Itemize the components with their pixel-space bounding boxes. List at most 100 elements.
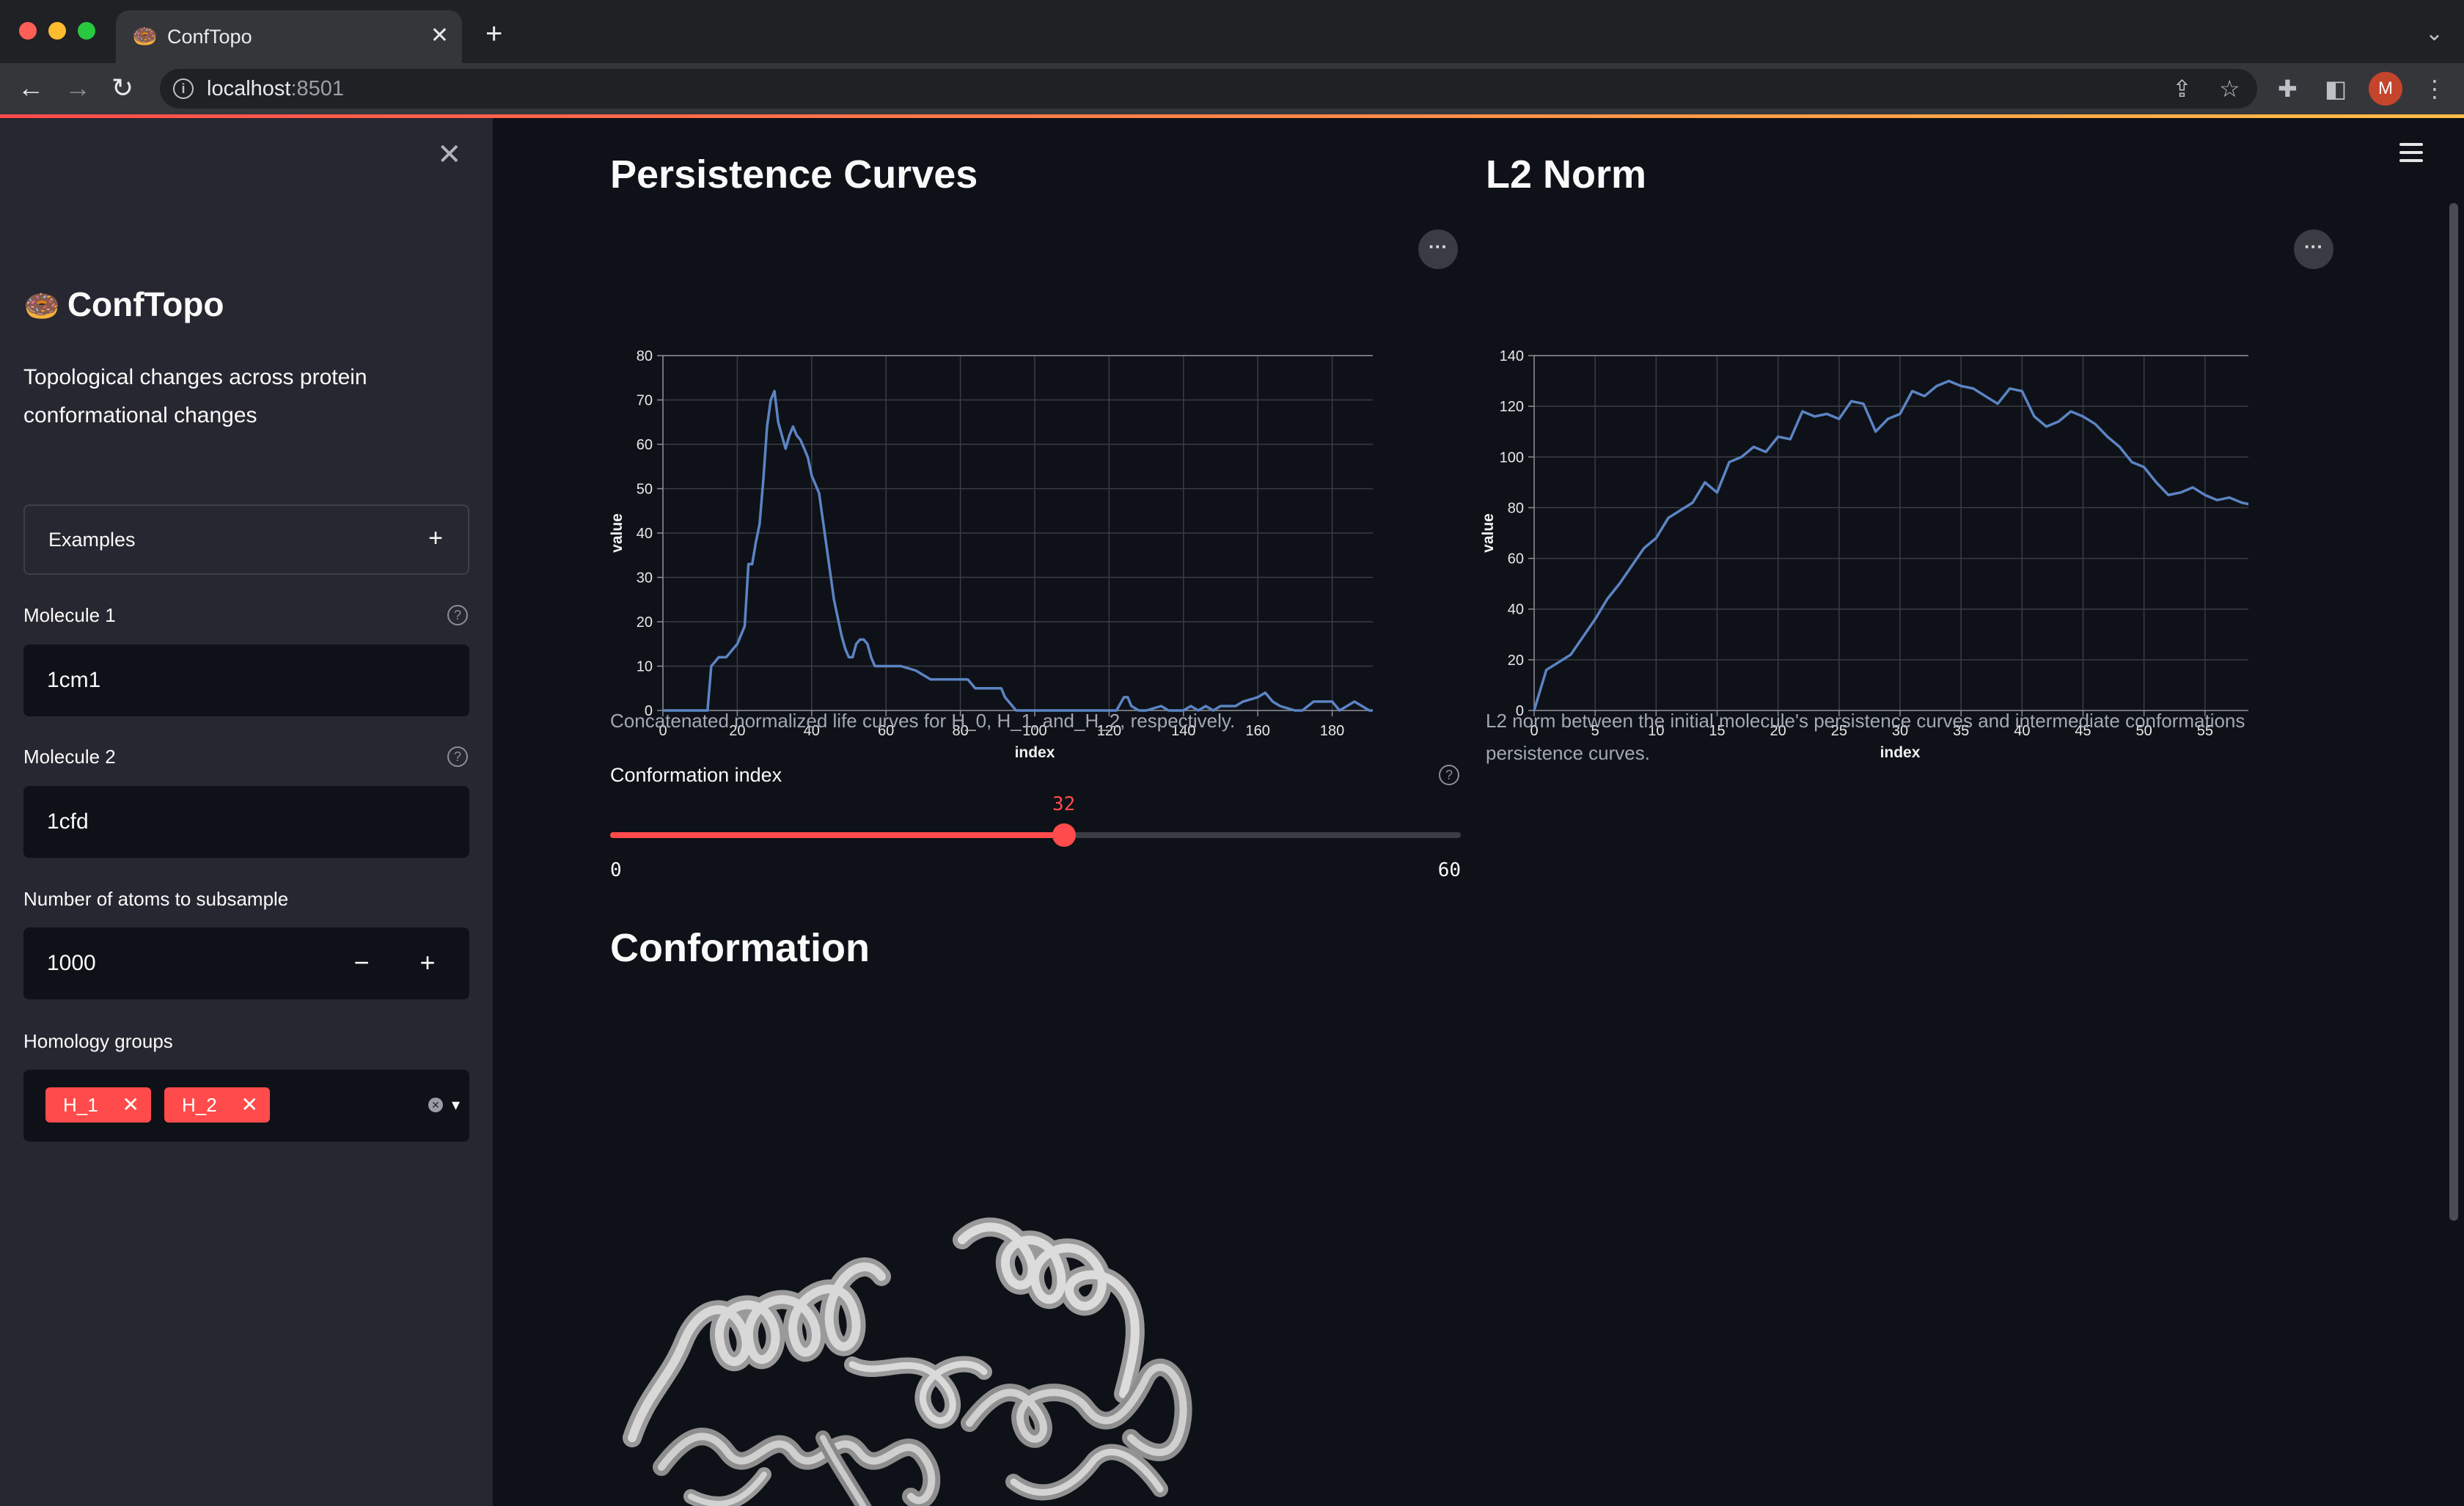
dropdown-caret-icon[interactable]: ▾ [452,1095,461,1114]
persistence-title: Persistence Curves [610,153,978,196]
increment-button[interactable]: + [419,947,436,977]
slider-fill [610,832,1064,838]
persistence-chart[interactable]: 0204060801001201401601802000102030405060… [603,221,1373,763]
molecule2-input[interactable]: 1cfd [23,786,469,858]
slider-max: 60 [1437,859,1461,881]
decrement-button[interactable]: − [353,947,370,977]
remove-tag-icon[interactable]: ✕ [241,1093,258,1116]
remove-tag-icon[interactable]: ✕ [122,1093,139,1116]
x-tick-label: 35 [1953,723,1969,739]
x-axis-title: index [1015,744,1055,761]
series-line [663,389,1373,712]
y-tick-label: 10 [637,659,653,675]
x-tick-label: 20 [1770,723,1786,739]
y-tick-label: 80 [637,348,653,364]
y-tick-label: 20 [1508,653,1524,669]
x-tick-label: 60 [878,723,894,739]
help-icon[interactable]: ? [447,605,468,625]
y-tick-label: 0 [645,703,653,719]
y-tick-label: 0 [1516,703,1524,719]
expand-plus-icon: + [428,524,443,552]
x-tick-label: 25 [1831,723,1847,739]
x-tick-label: 50 [2136,723,2152,739]
atoms-number-input[interactable]: 1000 − + [23,928,469,999]
profile-avatar[interactable]: M [2369,72,2402,106]
protein-3d-viewer[interactable] [617,1159,1219,1506]
browser-tab[interactable]: 🍩 ConfTopo ✕ [116,10,462,63]
tab-title: ConfTopo [167,26,252,48]
x-tick-label: 5 [1591,723,1599,739]
x-tick-label: 40 [804,723,820,739]
side-panel-icon[interactable]: ◧ [2325,76,2347,102]
address-bar[interactable]: i localhost:8501 [160,69,2257,109]
slider-min: 0 [610,859,622,881]
chart-menu-button[interactable]: ··· [2294,229,2333,269]
x-tick-label: 0 [1530,723,1538,739]
homology-tag[interactable]: H_1 ✕ [45,1087,151,1123]
slider-thumb[interactable] [1052,823,1076,847]
y-tick-label: 60 [1508,551,1524,567]
molecule1-label: Molecule 1 [23,604,116,626]
tab-close-icon[interactable]: ✕ [430,23,449,48]
y-tick-label: 100 [1500,449,1524,466]
x-tick-label: 55 [2197,723,2213,739]
new-tab-icon[interactable]: + [485,18,503,50]
y-tick-label: 120 [1500,399,1524,415]
atoms-label: Number of atoms to subsample [23,888,289,910]
y-tick-label: 140 [1500,348,1524,364]
x-axis-title: index [1880,744,1921,761]
examples-label: Examples [48,529,136,551]
help-icon[interactable]: ? [447,746,468,767]
window-close-button[interactable] [19,22,37,40]
y-axis-title: value [609,513,626,553]
persistence-caption: Concatenated normalized life curves for … [610,710,1236,732]
app-status-stripe [0,114,2464,118]
molecule1-input[interactable]: 1cm1 [23,644,469,716]
app-title: 🍩 ConfTopo [23,285,224,323]
conformation-slider[interactable]: 32 [610,793,1461,847]
help-icon[interactable]: ? [1439,765,1459,785]
browser-tab-bar: 🍩 ConfTopo ✕ + ⌄ [0,0,2464,63]
close-sidebar-icon[interactable]: ✕ [437,139,462,171]
x-tick-label: 80 [952,723,968,739]
x-tick-label: 100 [1022,723,1046,739]
x-tick-label: 20 [729,723,745,739]
browser-toolbar: ← → ↻ i localhost:8501 ⇪ ☆ ✚ ◧ M ⋮ [0,63,2464,114]
y-tick-label: 20 [637,614,653,631]
slider-label: Conformation index [610,764,782,786]
homology-label: Homology groups [23,1030,173,1052]
x-tick-label: 40 [2014,723,2030,739]
sidebar: ✕ 🍩 ConfTopo Topological changes across p… [0,118,493,1506]
donut-icon: 🍩 [132,25,158,48]
y-tick-label: 80 [1508,500,1524,516]
reload-icon[interactable]: ↻ [111,73,134,103]
app-description: Topological changes across protein confo… [23,365,367,427]
homology-multiselect[interactable]: H_1 ✕ H_2 ✕ ✕ ▾ [23,1070,469,1142]
bookmark-star-icon[interactable]: ☆ [2219,76,2240,102]
x-tick-label: 160 [1246,723,1270,739]
x-tick-label: 30 [1892,723,1908,739]
site-info-icon[interactable]: i [173,78,194,99]
tab-search-chevron-icon[interactable]: ⌄ [2424,21,2443,45]
y-tick-label: 60 [637,437,653,453]
examples-expander[interactable]: Examples + [23,504,469,575]
extensions-puzzle-icon[interactable]: ✚ [2278,76,2298,102]
back-arrow-icon[interactable]: ← [18,73,44,103]
clear-all-icon[interactable]: ✕ [428,1098,443,1112]
homology-tag[interactable]: H_2 ✕ [164,1087,270,1123]
l2-norm-chart[interactable]: 0510152025303540455055600204060801001201… [1478,221,2248,763]
chart-menu-button[interactable]: ··· [1418,229,1458,269]
app-menu-icon[interactable] [2399,143,2423,167]
x-tick-label: 180 [1320,723,1344,739]
window-minimize-button[interactable] [48,22,66,40]
x-tick-label: 15 [1709,723,1725,739]
browser-menu-kebab-icon[interactable]: ⋮ [2423,76,2446,102]
forward-arrow-icon[interactable]: → [65,73,91,103]
scrollbar[interactable] [2449,203,2458,1221]
share-icon[interactable]: ⇪ [2172,76,2192,102]
donut-icon: 🍩 [23,290,60,323]
y-tick-label: 30 [637,570,653,587]
window-zoom-button[interactable] [78,22,95,40]
y-tick-label: 50 [637,482,653,498]
